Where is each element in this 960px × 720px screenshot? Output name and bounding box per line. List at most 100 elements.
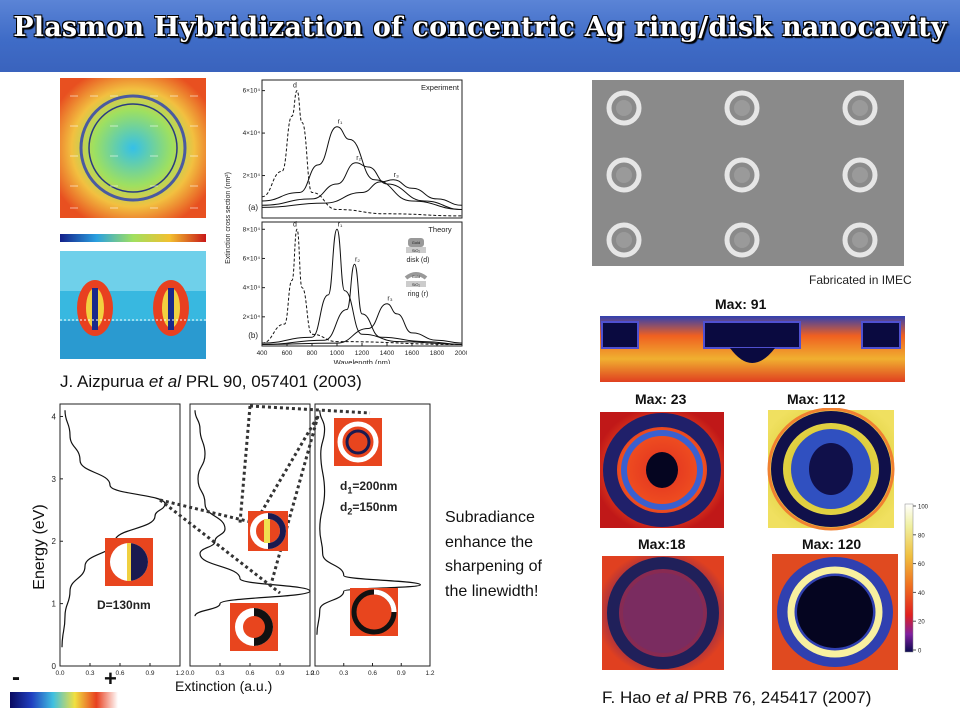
x-tick-label: 1.2 <box>175 670 184 677</box>
y-tick-label: 6×10⁴ <box>243 88 261 95</box>
ring-dimension-label: d1=200nm d2=150nm <box>340 479 398 517</box>
nanodisk <box>734 167 750 183</box>
x-tick-label: 0.9 <box>275 670 284 677</box>
panel-label: (b) <box>248 331 258 340</box>
field-map-23 <box>600 412 724 528</box>
energy-panel-disk: 0.0 0.3 0.6 0.9 1.2 0 1 2 3 4 <box>52 403 185 677</box>
mode-image-ring-bottom <box>230 603 278 651</box>
legend-label: SiO₂ <box>412 282 421 287</box>
subradiance-text: Subradiance enhance the sharpening of th… <box>445 509 542 600</box>
fabricated-note: Fabricated in IMEC <box>809 273 912 287</box>
x-tick-label: 600 <box>282 350 293 357</box>
nanoring <box>724 90 760 126</box>
peak-label-r1: r₁ <box>338 119 343 126</box>
colorbar-tick-label: 80 <box>918 533 925 539</box>
field-sim-cross-section <box>600 316 905 382</box>
mode-image-disk <box>105 538 153 586</box>
panel-label: (a) <box>248 203 258 212</box>
nanoring <box>724 222 760 258</box>
colorbar-tick-label: 40 <box>918 591 925 597</box>
field-arrows <box>70 95 198 209</box>
x-tick-label: 1000 <box>330 350 345 357</box>
y-tick-label: 4×10⁴ <box>243 130 261 137</box>
legend-disk-sio2 <box>406 247 426 253</box>
y-tick-label: 0 <box>52 662 57 671</box>
series-line-ring <box>194 410 311 617</box>
colorbar-small <box>60 234 206 242</box>
x-tick-label: 2000 <box>455 350 467 357</box>
colorbar-tick-label: 100 <box>918 505 929 511</box>
nanodisk <box>734 100 750 116</box>
slide-title: Plasmon Hybridization of concentric Ag r… <box>13 12 947 43</box>
series-line-d <box>261 90 463 217</box>
legend-label: Gold <box>412 274 420 279</box>
spectra-legend: Gold SiO₂ disk (d) Gold SiO₂ ring (r) <box>404 238 429 298</box>
field-map-112 <box>767 408 895 531</box>
y-tick-label: 8×10⁴ <box>243 226 261 233</box>
x-tick-label: 0.3 <box>215 670 224 677</box>
panel-title: Theory <box>428 225 452 234</box>
color-scale-bar <box>10 692 118 708</box>
ring-outline <box>79 94 187 202</box>
max-label-right1: Max: 112 <box>787 391 846 407</box>
sem-image <box>592 80 904 266</box>
series-line-r1 <box>261 228 463 345</box>
scale-minus: - <box>12 664 20 691</box>
peak-label-d: d <box>293 221 297 228</box>
hybridization-lines <box>159 404 371 595</box>
y-tick-label: 2×10⁴ <box>243 314 261 321</box>
x-tick-label: 400 <box>257 350 268 357</box>
nanodisk <box>852 232 868 248</box>
nanoring <box>724 157 760 193</box>
disk-dimension-label: D=130nm <box>97 598 151 612</box>
series-line-r2 <box>261 162 463 210</box>
energy-axis-label: Energy (eV) <box>31 504 48 590</box>
series-line-ring-disk <box>316 410 422 635</box>
colorbar-tick-label: 60 <box>918 562 925 568</box>
y-tick-label: 4 <box>52 412 57 421</box>
max-label-left1: Max: 23 <box>635 391 687 407</box>
max-label-left2: Max:18 <box>638 536 686 552</box>
x-tick-label: 1.2 <box>305 670 314 677</box>
max-label-top: Max: 91 <box>715 296 767 312</box>
x-tick-label: 0.6 <box>368 670 377 677</box>
nanoring <box>606 157 642 193</box>
x-tick-label: 0.3 <box>85 670 94 677</box>
legend-label: ring (r) <box>408 291 429 298</box>
panel-title: Experiment <box>421 83 460 92</box>
x-axis-label: Wavelength (nm) <box>334 358 391 364</box>
nanoring <box>606 90 642 126</box>
nanodisk <box>852 100 868 116</box>
spectra-figure: d r₁ r₂ r₃ 2×10⁴ 4×10⁴ 6×10⁴ Experiment (a) Extin… <box>225 79 467 364</box>
spectrum-theory: d r₁ r₂ r₃ 2×10⁴ 4×10⁴ 6×10⁴ 8×10⁴ Theory (b) 400 6… <box>243 221 467 364</box>
nanoring <box>606 222 642 258</box>
y-axis-label: Extinction cross section (nm²) <box>225 172 232 264</box>
legend-label: SiO₂ <box>412 248 421 253</box>
series-line-d <box>261 228 463 345</box>
mode-image-ring-bonding <box>248 511 288 551</box>
peak-label-r2: r₂ <box>355 256 360 263</box>
colorbar-tick-label: 20 <box>918 620 925 626</box>
colorbar-tick-label: 0 <box>918 649 922 655</box>
peak-label-d: d <box>293 83 297 90</box>
series-line-r1 <box>261 126 463 210</box>
legend-label: Gold <box>412 240 420 245</box>
legend-ring-gold <box>404 272 428 280</box>
mode-image-ring-top <box>334 418 382 466</box>
x-tick-label: 1.2 <box>425 670 434 677</box>
x-tick-label: 0.0 <box>310 670 319 677</box>
citation-left: J. Aizpurua et al PRL 90, 057401 (2003) <box>60 372 362 391</box>
nanodisk <box>616 100 632 116</box>
x-tick-label: 1200 <box>355 350 370 357</box>
y-tick-label: 2 <box>52 537 57 546</box>
x-tick-label: 1600 <box>405 350 420 357</box>
extinction-axis-label: Extinction (a.u.) <box>175 678 273 694</box>
peak-label-r3: r₃ <box>394 172 399 179</box>
scale-plus: + <box>104 666 117 691</box>
y-tick-label: 2×10⁴ <box>243 173 261 180</box>
field-map-18 <box>602 556 724 670</box>
field-map-figure <box>60 78 206 359</box>
field-sim-maps <box>600 408 898 670</box>
x-tick-label: 1400 <box>380 350 395 357</box>
